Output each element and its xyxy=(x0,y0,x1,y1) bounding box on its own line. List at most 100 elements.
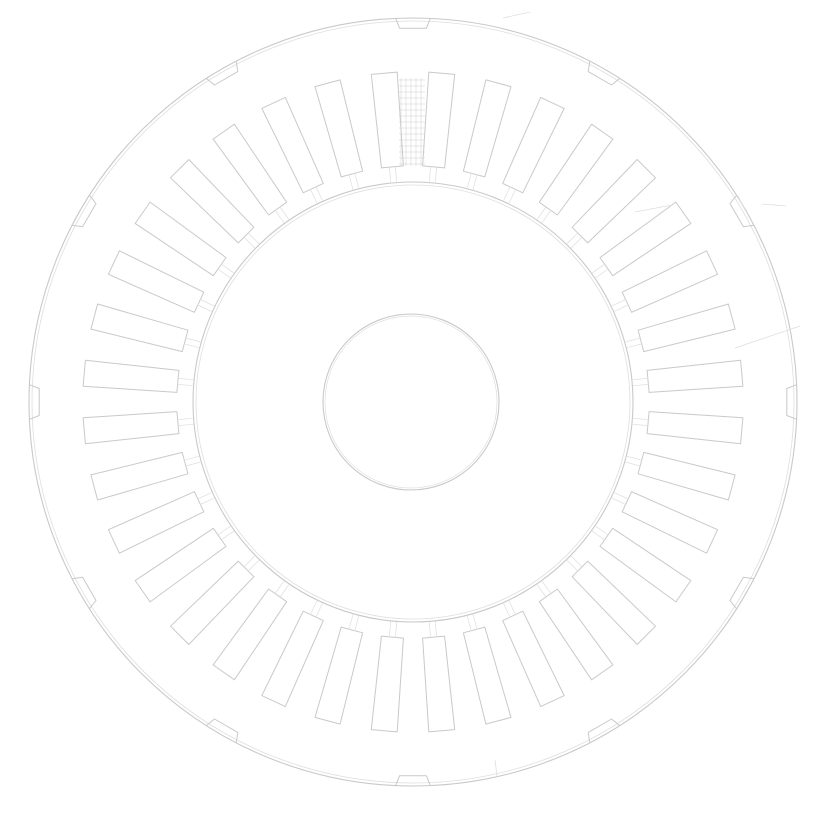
outer-notch xyxy=(71,194,97,228)
outer-notch xyxy=(71,576,97,610)
outer-notch xyxy=(786,384,798,420)
slot-opening xyxy=(428,621,437,638)
slot-opening xyxy=(536,580,552,598)
slot-opening xyxy=(632,378,649,387)
slot-opening xyxy=(197,299,215,312)
rotor-bore-outline xyxy=(192,181,634,623)
stator-slot xyxy=(212,588,288,681)
leader-line xyxy=(734,325,801,349)
slot-opening xyxy=(466,614,478,632)
stator-slot xyxy=(107,250,205,313)
slot-opening xyxy=(625,455,643,467)
outer-notch xyxy=(587,60,621,86)
slot-opening xyxy=(428,166,437,183)
stator-slot xyxy=(646,359,744,393)
slot-opening xyxy=(389,166,398,183)
slot-opening xyxy=(217,263,235,279)
slot-opening xyxy=(503,600,516,618)
stator-slot xyxy=(90,303,189,353)
stator-slot xyxy=(422,71,456,169)
stator-slot xyxy=(90,451,189,501)
slot-opening xyxy=(466,172,478,190)
outer-notch xyxy=(205,60,239,86)
slot-opening xyxy=(625,337,643,349)
stator-slot xyxy=(538,588,614,681)
outer-notch xyxy=(205,718,239,744)
slot-opening xyxy=(389,621,398,638)
stator-slot xyxy=(599,527,692,603)
shaft-circle xyxy=(322,313,500,491)
outer-notches xyxy=(28,17,798,787)
slot-opening xyxy=(591,525,609,541)
slot-opening xyxy=(566,555,583,572)
stator-slot xyxy=(82,411,180,445)
outer-circle xyxy=(28,17,798,787)
slot-opening xyxy=(217,525,235,541)
shaft-hole-outline xyxy=(322,313,500,491)
stator-slot xyxy=(370,71,404,169)
stator-slot xyxy=(637,451,736,501)
stator-slot xyxy=(571,159,656,244)
slot-opening xyxy=(611,492,629,505)
slot-opening xyxy=(632,417,649,426)
bore-circle-inner xyxy=(195,184,631,620)
slot-opening xyxy=(536,206,552,224)
stator-slot xyxy=(462,79,512,178)
stator-slot xyxy=(134,527,227,603)
slot-opening xyxy=(243,232,260,249)
outer-notch xyxy=(729,576,755,610)
stator-slot xyxy=(502,96,565,194)
stator-slot xyxy=(422,635,456,733)
slot-opening xyxy=(274,206,290,224)
stator-slot xyxy=(637,303,736,353)
stator-slot xyxy=(170,159,255,244)
outer-notch xyxy=(28,384,40,420)
slot-opening xyxy=(310,600,323,618)
stator-slot xyxy=(571,560,656,645)
stator-slot xyxy=(82,359,180,393)
stator-slots xyxy=(82,71,744,733)
slot-opening xyxy=(611,299,629,312)
slot-opening xyxy=(243,555,260,572)
outer-outline xyxy=(28,17,798,787)
stator-slot xyxy=(314,626,364,725)
leader-line xyxy=(761,203,787,207)
leader-line xyxy=(494,759,498,777)
winding-hatch-detail xyxy=(399,78,425,166)
shaft-circle-inner xyxy=(324,315,498,489)
leader-line xyxy=(634,204,673,213)
stator-slot xyxy=(599,201,692,277)
slot-opening xyxy=(197,492,215,505)
slot-opening xyxy=(274,580,290,598)
slot-opening xyxy=(503,186,516,204)
stator-slot xyxy=(314,79,364,178)
stator-slot xyxy=(107,491,205,554)
slot-opening xyxy=(310,186,323,204)
slot-opening xyxy=(183,455,201,467)
bore-circle xyxy=(192,181,634,623)
stator-slot xyxy=(621,491,719,554)
stator-slot xyxy=(261,610,324,708)
outer-notch xyxy=(587,718,621,744)
stator-slot xyxy=(462,626,512,725)
stator-slot xyxy=(621,250,719,313)
stator-slot xyxy=(538,123,614,216)
stator-slot xyxy=(261,96,324,194)
leader-line xyxy=(737,195,746,211)
slot-opening xyxy=(348,614,360,632)
outer-notch xyxy=(395,17,431,29)
outer-circle-inner xyxy=(31,20,795,784)
leader-line xyxy=(502,11,531,19)
stator-slot xyxy=(646,411,744,445)
outer-notch xyxy=(729,194,755,228)
slot-opening xyxy=(183,337,201,349)
stator-slot xyxy=(134,201,227,277)
slot-opening xyxy=(177,417,194,426)
slot-opening xyxy=(348,172,360,190)
stator-slot xyxy=(170,560,255,645)
leader-lines xyxy=(494,11,801,777)
stator-slot xyxy=(212,123,288,216)
slot-opening xyxy=(177,378,194,387)
outer-notch xyxy=(395,775,431,787)
